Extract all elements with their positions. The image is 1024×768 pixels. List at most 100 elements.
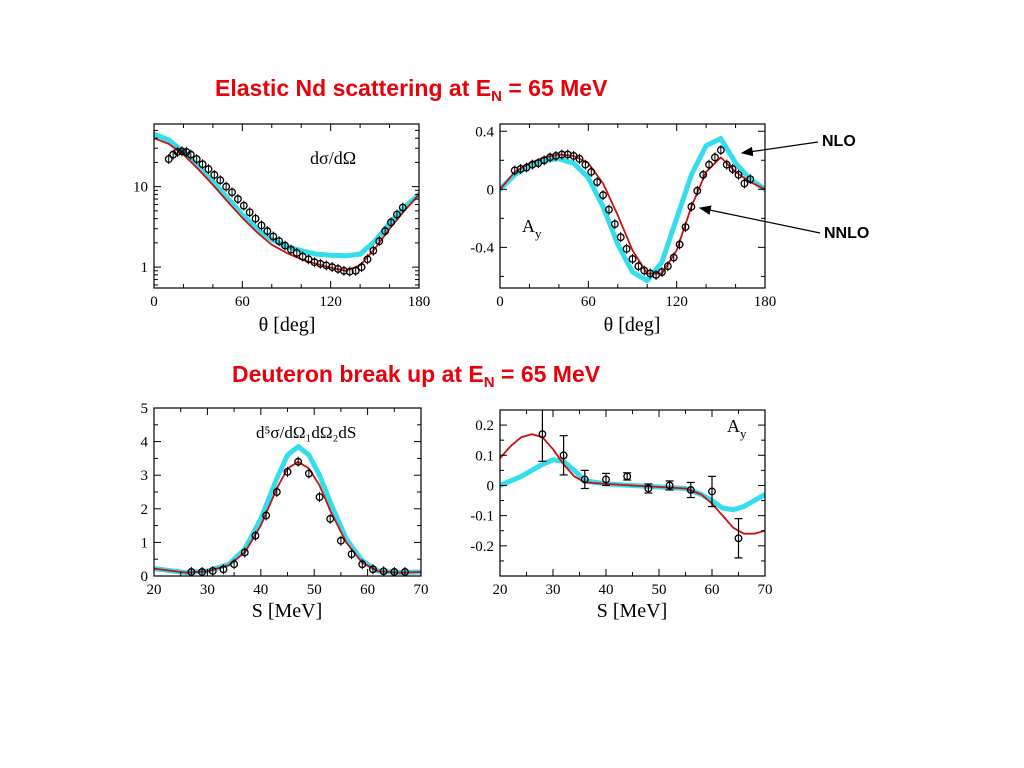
data-point: [245, 207, 254, 218]
y-tick-label: -0.1: [470, 509, 494, 525]
y-tick-label: -0.2: [470, 539, 494, 555]
data-point: [198, 159, 207, 170]
nlo-label: NLO: [822, 133, 856, 150]
breakup-title-rest: = 65 MeV: [494, 361, 601, 387]
data-point: [187, 566, 196, 576]
data-point: [275, 236, 284, 247]
data-point: [351, 265, 360, 276]
elastic-analyzing-power-label: Ay: [522, 216, 542, 241]
data-point: [634, 261, 643, 272]
data-point: [705, 159, 714, 170]
y-tick-label: 10: [133, 180, 148, 196]
elastic-title-sub: N: [491, 88, 502, 105]
data-point: [581, 159, 590, 170]
y-tick-label: 0.4: [475, 124, 494, 140]
data-point: [675, 239, 684, 250]
nnlo-curve: [154, 460, 421, 574]
data-point: [269, 231, 278, 242]
data-point: [257, 220, 266, 231]
breakup-analyzing-power-plot-area: [500, 410, 765, 559]
data-point: [722, 159, 731, 170]
data-point: [281, 240, 289, 251]
data-point: [304, 468, 313, 479]
x-tick-label: 0: [150, 294, 158, 310]
nnlo-curve: [154, 137, 419, 272]
data-point: [665, 480, 674, 491]
y-tick-label: -0.4: [470, 240, 494, 256]
data-point: [186, 149, 195, 160]
data-point: [192, 154, 201, 165]
y-tick-label: 4: [141, 435, 149, 451]
data-point: [283, 466, 292, 477]
data-point: [198, 566, 207, 576]
data-point: [286, 244, 295, 255]
data-point: [628, 253, 637, 264]
data-point: [336, 535, 345, 546]
elastic-title-text: Elastic Nd scattering at E: [215, 75, 492, 101]
y-tick-label: 0.1: [475, 448, 494, 464]
elastic-analyzing-power-panel: 0 60 120 180 -0.4 0 0.4 θ [deg] Ay: [470, 123, 777, 336]
breakup-title: Deuteron break up at EN = 65 MeV: [232, 361, 600, 391]
nnlo-curve: [500, 433, 765, 535]
x-axis-label: θ [deg]: [259, 314, 316, 336]
breakup-analyzing-power-panel: 20 30 40 50 60 70 -0.2 -0.1 0 0.1 0.2 S [MeV] Ay: [470, 409, 773, 622]
data-point: [228, 187, 236, 198]
data-point: [610, 219, 619, 230]
elastic-title: Elastic Nd scattering at EN = 65 MeV: [215, 75, 607, 105]
data-point: [716, 145, 725, 156]
data-point: [347, 549, 356, 560]
nlo-band: [154, 131, 419, 259]
data-point: [368, 564, 377, 575]
y-tick-label: 0: [141, 569, 149, 585]
breakup-analyzing-power-label: Ay: [727, 416, 747, 441]
data-point: [401, 566, 409, 576]
data-point: [363, 254, 372, 265]
x-tick-label: 20: [493, 582, 508, 598]
data-point: [251, 530, 260, 541]
breakup-title-text: Deuteron break up at E: [232, 361, 484, 387]
data-point: [239, 200, 248, 211]
data-point: [746, 174, 755, 185]
x-tick-label: 120: [319, 294, 342, 310]
x-tick-label: 0: [496, 294, 504, 310]
y-tick-label: 0: [487, 478, 495, 494]
x-axis-label: θ [deg]: [604, 314, 661, 336]
x-tick-label: 60: [360, 582, 375, 598]
data-point: [233, 194, 242, 205]
data-point: [740, 178, 749, 189]
data-point: [593, 177, 602, 188]
data-point: [580, 469, 589, 490]
data-point: [602, 472, 610, 487]
x-tick-label: 30: [200, 582, 215, 598]
data-point: [599, 190, 608, 201]
data-point: [710, 152, 719, 163]
data-point: [326, 513, 335, 524]
nnlo-label: NNLO: [824, 225, 870, 242]
x-tick-label: 120: [665, 294, 688, 310]
x-tick-label: 50: [652, 582, 667, 598]
data-point: [210, 169, 219, 180]
data-point: [728, 163, 737, 174]
y-tick-label: 5: [141, 401, 149, 417]
elastic-analyzing-power-plot-area: [500, 136, 765, 284]
nlo-band: [154, 444, 421, 576]
x-tick-label: 180: [754, 294, 777, 310]
x-tick-label: 40: [253, 582, 268, 598]
data-point: [623, 472, 632, 481]
y-tick-label: 0.2: [475, 418, 494, 434]
data-point: [262, 510, 271, 521]
x-tick-label: 70: [414, 582, 429, 598]
data-point: [292, 247, 301, 258]
x-tick-label: 40: [599, 582, 614, 598]
x-axis-label: S [MeV]: [597, 600, 668, 622]
data-point: [398, 202, 407, 213]
data-point: [669, 252, 678, 263]
data-point: [216, 175, 225, 186]
data-point: [686, 481, 695, 499]
data-point: [392, 209, 401, 220]
data-point: [240, 547, 249, 558]
data-point: [379, 566, 388, 576]
y-tick-label: 1: [141, 260, 149, 276]
data-point: [164, 154, 173, 165]
